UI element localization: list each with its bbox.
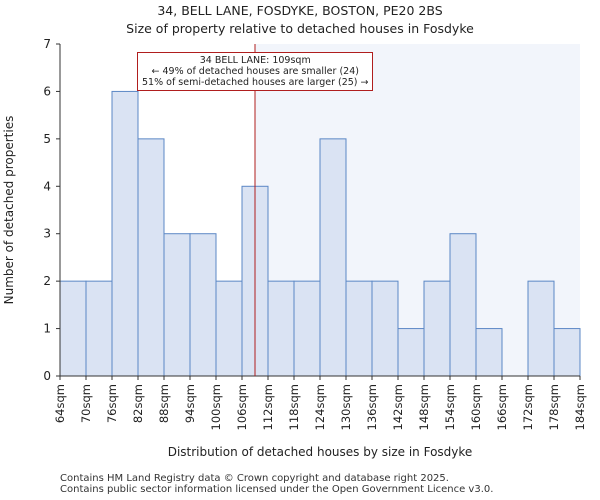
y-tick-label-5: 5 [43,132,51,146]
bar-130sqm [345,280,373,377]
bar-64sqm [59,280,87,377]
property-annotation: 34 BELL LANE: 109sqm ← 49% of detached h… [137,52,374,91]
bar-136sqm [371,280,399,377]
bar-142sqm [397,328,425,377]
x-tick-label-154sqm: 154sqm [443,384,457,430]
bar-160sqm [475,328,503,377]
bar-112sqm [267,280,295,377]
bar-82sqm [137,138,165,377]
bar-88sqm [163,233,191,377]
x-tick-label-112sqm: 112sqm [261,384,275,430]
y-tick-label-0: 0 [43,369,51,383]
bar-70sqm [85,280,113,377]
x-tick-label-64sqm: 64sqm [53,384,67,423]
bar-172sqm [527,280,555,377]
x-tick-label-94sqm: 94sqm [183,384,197,423]
x-tick-label-184sqm: 184sqm [573,384,587,430]
x-tick-label-166sqm: 166sqm [495,384,509,430]
chart-title: Size of property relative to detached ho… [126,21,474,36]
x-tick-label-172sqm: 172sqm [521,384,535,430]
bar-100sqm [215,280,243,377]
x-tick-label-82sqm: 82sqm [131,384,145,423]
annotation-line-3: 51% of semi-detached houses are larger (… [142,77,369,88]
y-tick-label-4: 4 [43,179,51,193]
x-tick-label-76sqm: 76sqm [105,384,119,423]
footer-line-2: Contains public sector information licen… [60,484,494,495]
x-tick-label-136sqm: 136sqm [365,384,379,430]
y-tick-label-7: 7 [43,37,51,51]
x-tick-label-70sqm: 70sqm [79,384,93,423]
x-tick-label-142sqm: 142sqm [391,384,405,430]
bar-154sqm [449,233,477,377]
annotation-line-1: 34 BELL LANE: 109sqm [199,55,311,66]
y-tick-label-6: 6 [43,84,51,98]
x-tick-label-130sqm: 130sqm [339,384,353,430]
x-tick-label-88sqm: 88sqm [157,384,171,423]
bar-178sqm [553,328,581,377]
y-axis-label: Number of detached properties [2,115,16,305]
x-tick-label-100sqm: 100sqm [209,384,223,430]
bar-118sqm [293,280,321,377]
annotation-line-2: ← 49% of detached houses are smaller (24… [151,66,359,77]
bar-76sqm [111,90,139,377]
x-tick-label-106sqm: 106sqm [235,384,249,430]
y-tick-label-3: 3 [43,227,51,241]
y-tick-label-2: 2 [43,274,51,288]
x-axis-label: Distribution of detached houses by size … [167,445,473,459]
bar-124sqm [319,138,347,377]
x-tick-label-118sqm: 118sqm [287,384,301,430]
x-tick-label-178sqm: 178sqm [547,384,561,430]
x-tick-label-160sqm: 160sqm [469,384,483,430]
bar-94sqm [189,233,217,377]
footer-line-1: Contains HM Land Registry data © Crown c… [60,473,449,484]
y-tick-label-1: 1 [43,322,51,336]
x-tick-label-148sqm: 148sqm [417,384,431,430]
x-tick-label-124sqm: 124sqm [313,384,327,430]
bar-148sqm [423,280,451,377]
chart-title-address: 34, BELL LANE, FOSDYKE, BOSTON, PE20 2BS [157,3,443,18]
